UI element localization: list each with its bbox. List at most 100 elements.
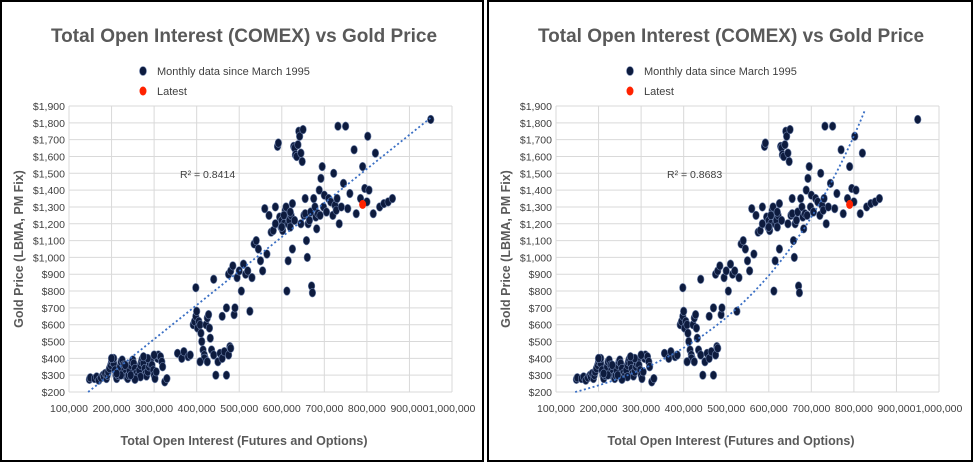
data-point: [296, 131, 304, 141]
data-point: [107, 353, 116, 363]
y-tick-label: $1,900: [33, 101, 65, 113]
data-point: [254, 244, 262, 254]
data-point: [824, 202, 832, 212]
x-tick-label: 300,000: [135, 403, 173, 415]
data-point: [784, 148, 792, 158]
y-tick-label: $800: [42, 286, 66, 298]
data-point: [724, 286, 732, 296]
data-point: [286, 207, 294, 217]
y-tick-label: $1,100: [33, 236, 65, 248]
data-point: [805, 161, 813, 172]
data-point: [795, 288, 804, 298]
y-tick-label: $300: [42, 370, 66, 382]
data-point: [193, 306, 201, 316]
y-tick-label: $1,200: [33, 219, 65, 231]
y-tick-label: $700: [42, 303, 66, 315]
data-point: [334, 121, 342, 131]
data-point: [858, 148, 867, 158]
data-point: [739, 235, 747, 246]
data-point: [197, 328, 205, 338]
data-point: [777, 215, 786, 225]
data-point: [680, 306, 688, 316]
data-point: [139, 352, 148, 362]
data-point: [256, 256, 265, 266]
x-tick-label: 300,000: [622, 403, 660, 415]
trendline: [87, 117, 432, 393]
data-point: [765, 222, 773, 232]
y-tick-label: $1,600: [33, 151, 65, 163]
data-point: [186, 350, 194, 360]
y-tick-label: $1,800: [33, 118, 65, 130]
data-point: [683, 320, 691, 330]
legend-marker-latest: [139, 86, 147, 96]
data-point: [310, 193, 318, 204]
data-point: [716, 261, 724, 271]
data-point: [150, 350, 158, 360]
y-tick-label: $1,700: [33, 135, 65, 147]
data-point: [709, 303, 718, 313]
x-tick-label: 600,000: [263, 403, 301, 415]
data-point: [330, 168, 338, 178]
data-point: [809, 207, 818, 217]
data-point: [206, 333, 214, 343]
x-tick-label: 700,000: [792, 403, 830, 415]
data-point: [761, 138, 769, 148]
data-point: [773, 207, 781, 217]
data-point: [852, 185, 860, 195]
y-tick-label: $500: [529, 337, 553, 349]
data-point: [280, 210, 288, 220]
data-point: [781, 140, 789, 150]
y-tick-label: $1,600: [520, 151, 552, 163]
legend-marker-monthly: [626, 66, 634, 76]
data-point: [788, 193, 796, 204]
data-point: [758, 202, 766, 212]
data-point: [263, 249, 271, 259]
y-tick-label: $1,300: [33, 202, 65, 214]
data-point: [284, 256, 292, 266]
x-tick-label: 700,000: [305, 403, 343, 415]
data-point: [252, 235, 260, 246]
data-point: [833, 188, 841, 199]
x-tick-label: 200,000: [580, 403, 618, 415]
data-point: [248, 273, 256, 283]
data-point: [192, 283, 200, 293]
data-point: [299, 124, 307, 135]
data-point: [316, 210, 324, 220]
data-point: [709, 370, 718, 380]
data-point: [722, 266, 730, 276]
y-tick-label: $1,400: [33, 185, 65, 197]
x-tick-label: 800,000: [348, 403, 386, 415]
data-point: [626, 352, 635, 362]
data-point: [752, 210, 760, 220]
data-point: [699, 370, 707, 380]
scatter-chart-left: Total Open Interest (COMEX) vs Gold Pric…: [12, 26, 476, 448]
data-point: [771, 256, 779, 266]
data-point: [792, 215, 801, 225]
y-tick-label: $1,100: [520, 236, 552, 248]
data-point: [344, 204, 352, 214]
data-point: [322, 207, 331, 217]
x-tick-label: 400,000: [178, 403, 216, 415]
x-tick-label: 100,000: [50, 403, 88, 415]
data-point: [294, 140, 302, 150]
data-point: [121, 360, 129, 370]
data-point: [388, 193, 397, 204]
y-axis-title: Gold Price (LBMA, PM Fix): [12, 170, 26, 328]
data-point: [802, 185, 810, 195]
data-point: [691, 310, 700, 320]
data-point: [697, 274, 705, 284]
data-point: [222, 370, 231, 380]
data-point: [784, 219, 792, 229]
data-point: [775, 244, 784, 254]
data-point: [365, 185, 373, 195]
data-point: [301, 193, 309, 204]
data-point: [283, 286, 291, 296]
data-point: [846, 161, 854, 172]
x-tick-label: 1,000,000: [429, 403, 476, 415]
data-point: [261, 204, 269, 214]
data-point: [369, 209, 377, 219]
data-point: [346, 188, 354, 199]
data-point: [914, 114, 922, 125]
data-point: [198, 336, 206, 347]
chart-title: Total Open Interest (COMEX) vs Gold Pric…: [538, 26, 924, 47]
